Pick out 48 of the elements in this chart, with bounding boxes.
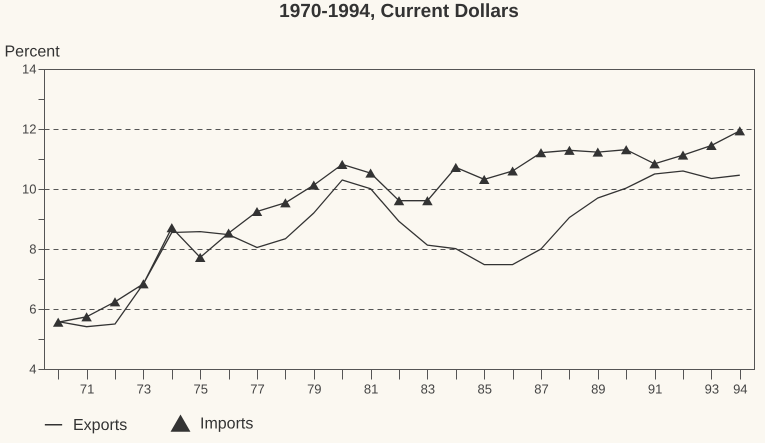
chart-title: 1970-1994, Current Dollars (279, 1, 519, 22)
x-tick-label: 79 (307, 382, 322, 396)
legend-label: Imports (200, 416, 254, 432)
point (308, 180, 320, 190)
x-tick-label: 94 (733, 382, 748, 396)
y-tick-label: 14 (22, 62, 36, 76)
point (478, 174, 490, 184)
point (365, 168, 376, 178)
point (706, 140, 717, 150)
point (649, 159, 660, 168)
point (52, 318, 64, 327)
point (280, 198, 291, 208)
x-tick-label: 75 (193, 382, 208, 396)
x-tick-label: 87 (534, 382, 549, 396)
point (166, 223, 178, 232)
point (138, 279, 149, 288)
point (564, 146, 575, 155)
y-axis-title: Percent (4, 44, 60, 60)
x-tick-label: 93 (704, 382, 720, 396)
x-tick-label: 81 (364, 382, 378, 396)
point (252, 206, 262, 216)
x-tick-label: 85 (477, 382, 492, 396)
point (336, 160, 348, 169)
x-tick-label: 83 (420, 382, 436, 396)
point (81, 312, 92, 322)
point (194, 252, 206, 262)
point (507, 166, 518, 176)
y-tick-label: 12 (22, 122, 36, 136)
x-tick-label: 89 (591, 382, 606, 396)
x-tick-label: 71 (80, 382, 94, 396)
point (394, 196, 404, 206)
y-tick-label: 10 (22, 182, 36, 196)
x-tick-label: 77 (250, 382, 265, 396)
point (592, 148, 604, 157)
y-tick-label: 4 (29, 362, 36, 376)
point (620, 145, 632, 154)
y-tick-label: 6 (29, 302, 36, 316)
x-tick-label: 91 (648, 382, 662, 396)
point (223, 228, 234, 238)
point (422, 196, 433, 206)
y-tick-label: 8 (29, 242, 36, 256)
legend-label: Exports (73, 416, 128, 434)
x-tick-label: 73 (136, 382, 152, 396)
point (110, 297, 120, 306)
point (734, 126, 746, 136)
point (536, 148, 546, 158)
point (450, 162, 462, 172)
point (678, 150, 688, 160)
